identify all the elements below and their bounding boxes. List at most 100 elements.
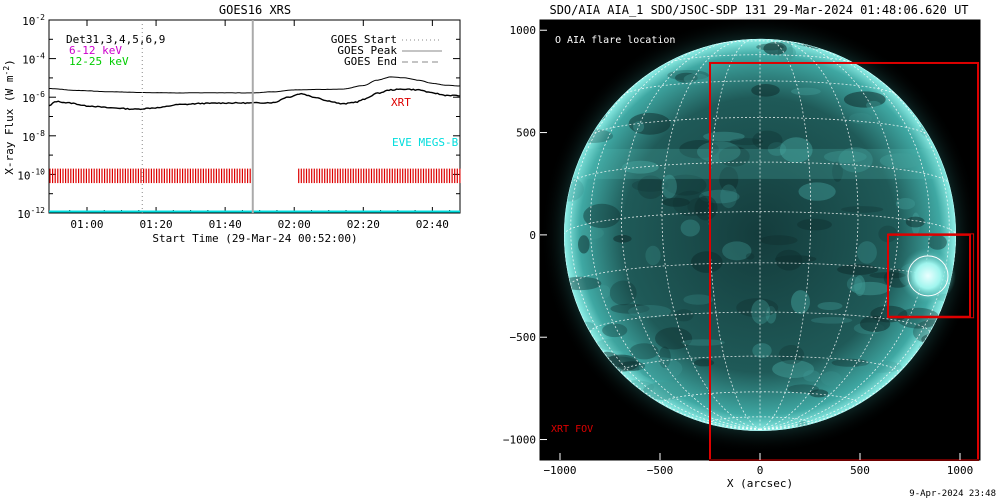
grid-line (759, 40, 900, 430)
disk-feature (597, 285, 611, 299)
x-tick-label: 01:40 (209, 218, 242, 231)
x-tick-label: 01:00 (70, 218, 103, 231)
grid-line (570, 161, 950, 184)
disk-feature (583, 203, 621, 228)
grid-line (590, 117, 930, 136)
grid-line (661, 39, 761, 430)
aia-flare-legend: O AIA flare location (555, 35, 675, 46)
disk-feature (722, 241, 752, 261)
disk-feature (820, 371, 842, 386)
grid-line (620, 40, 761, 430)
disk-feature (581, 227, 604, 240)
map-x-tick-label: 1000 (947, 464, 974, 477)
y-tick-label: 10-6 (22, 90, 45, 105)
disk-feature (718, 146, 750, 167)
disk-feature (778, 345, 805, 365)
disk-feature (858, 360, 902, 373)
disk-feature (639, 357, 683, 380)
disk-feature (809, 389, 829, 398)
disk-feature (697, 141, 741, 163)
x-tick-label: 02:00 (278, 218, 311, 231)
grid-line (759, 58, 950, 430)
map-x-tick-label: −500 (647, 464, 674, 477)
disk-feature (905, 216, 925, 228)
xrt-coverage-marks (49, 168, 461, 184)
disk-feature (846, 276, 863, 292)
eve-label: EVE MEGS-B (392, 136, 459, 149)
disk-feature (680, 219, 700, 237)
disk-feature (817, 302, 843, 310)
map-x-tick-label: 0 (757, 464, 764, 477)
ylabel-main: X-ray Flux (W m (3, 75, 16, 175)
disk-feature (609, 280, 637, 306)
disk-feature (751, 299, 771, 325)
goes-title: GOES16 XRS (219, 3, 291, 17)
disk-feature (703, 131, 745, 142)
disk-feature (791, 290, 810, 314)
disk-feature (928, 234, 947, 250)
disk-feature (683, 294, 714, 305)
disk-feature (661, 174, 677, 199)
band2-label: 12-25 keV (69, 55, 129, 68)
disk-feature (645, 245, 661, 266)
map-x-tick-label: −1000 (543, 464, 576, 477)
disk-feature (857, 241, 877, 264)
disk-feature (759, 235, 798, 246)
band1-label: 6-12 keV (69, 44, 122, 57)
disk-feature (628, 305, 672, 318)
grid-line (622, 80, 898, 96)
disk-feature (730, 138, 764, 146)
disk-feature (779, 137, 813, 163)
goes-legend: GOES Start GOES Peak GOES End (331, 33, 442, 68)
disk-feature (775, 249, 803, 271)
grid-line (589, 311, 931, 333)
disk-feature (662, 197, 690, 207)
aia-flare-location-circle (907, 255, 949, 297)
y-tick-label: 10-8 (22, 129, 45, 144)
legend-goes-peak-label: GOES Peak (337, 44, 397, 57)
det-label: Det31,3,4,5,6,9 (66, 33, 165, 46)
disk-feature (866, 100, 881, 110)
disk-feature (765, 306, 777, 324)
disk-feature (756, 43, 784, 51)
aia-axis-ticks: −1000 −500 0 500 1000 −1000 −500 0 500 1000 (503, 24, 973, 477)
disk-feature (854, 275, 866, 296)
disk-feature (772, 360, 815, 378)
ylabel-end: ) (3, 59, 16, 66)
aia-title: SDO/AIA AIA_1 SDO/JSOC-SDP 131 29-Mar-20… (549, 3, 968, 17)
disk-feature (895, 198, 916, 210)
map-y-tick-label: −1000 (503, 434, 536, 447)
disk-feature (610, 303, 650, 314)
disk-feature (655, 327, 693, 350)
disk-feature (691, 251, 723, 273)
disk-feature (879, 153, 922, 169)
disk-feature (719, 166, 739, 193)
disk-feature (681, 339, 725, 346)
disk-feature (672, 190, 709, 217)
disk-feature (823, 150, 867, 163)
grid-line (759, 234, 956, 430)
disk-feature (720, 184, 738, 209)
y-tick-label: 10-12 (17, 206, 45, 221)
disk-feature (798, 182, 836, 201)
legend-goes-start-label: GOES Start (331, 33, 397, 46)
disk-feature (832, 160, 843, 182)
disk-feature (633, 121, 645, 133)
disk-feature (664, 174, 707, 196)
grid-line (663, 54, 857, 65)
legend-goes-end-label: GOES End (344, 55, 397, 68)
xrt-label: XRT (391, 96, 411, 109)
ylabel-sup: -2 (2, 66, 11, 76)
y-tick-label: 10-4 (22, 52, 45, 67)
disk-feature (687, 197, 715, 216)
disk-feature (791, 87, 821, 96)
goes-axis-ticks: 01:00 01:20 01:40 02:00 02:20 02:40 10-2 10-4 10… (17, 13, 460, 231)
disk-feature (642, 382, 687, 401)
disk-feature (578, 235, 590, 254)
disk-feature (775, 255, 817, 263)
aia-footer: 9-Apr-2024 23:48 (909, 489, 996, 499)
grid-line (759, 38, 812, 430)
aia-xlabel: X (arcsec) (727, 477, 793, 490)
solar-disk (564, 38, 956, 431)
